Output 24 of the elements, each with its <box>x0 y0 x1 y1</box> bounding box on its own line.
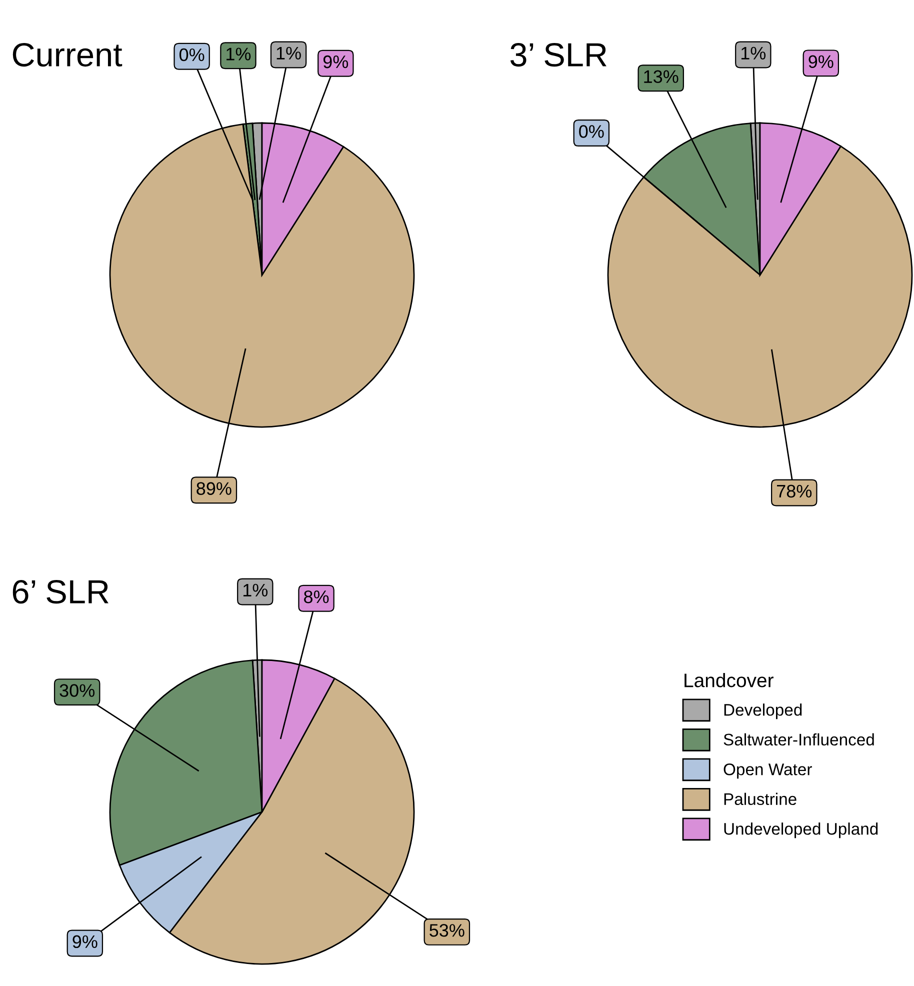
data-label: 1% <box>741 46 766 60</box>
chart-title: 3’ SLR <box>510 42 606 67</box>
legend-label: Palustrine <box>724 792 796 806</box>
data-label: 1% <box>226 48 251 60</box>
chart-title: Current <box>12 42 122 67</box>
text: 0% <box>579 125 604 138</box>
data-label: 53% <box>430 924 464 937</box>
data-label: 9% <box>808 55 834 68</box>
legend-label: Saltwater-Influenced <box>724 733 874 746</box>
data-label: 1% <box>276 46 301 60</box>
data-label: 1% <box>243 584 268 596</box>
legend-label: Developed <box>724 704 802 720</box>
data-label: 30% <box>60 684 95 697</box>
legend-title: Landcover <box>684 673 774 688</box>
data-label: 9% <box>323 55 348 68</box>
data-label: 89% <box>196 482 232 495</box>
legend-label: Open Water <box>724 763 812 779</box>
data-label: 8% <box>304 590 329 604</box>
data-label: 13% <box>644 70 678 84</box>
data-label: 78% <box>776 484 812 498</box>
chart-title: 6’ SLR <box>12 580 108 604</box>
legend-label: Undeveloped Upland <box>724 822 878 838</box>
text: 0% <box>179 48 204 62</box>
data-label: 9% <box>72 935 98 948</box>
